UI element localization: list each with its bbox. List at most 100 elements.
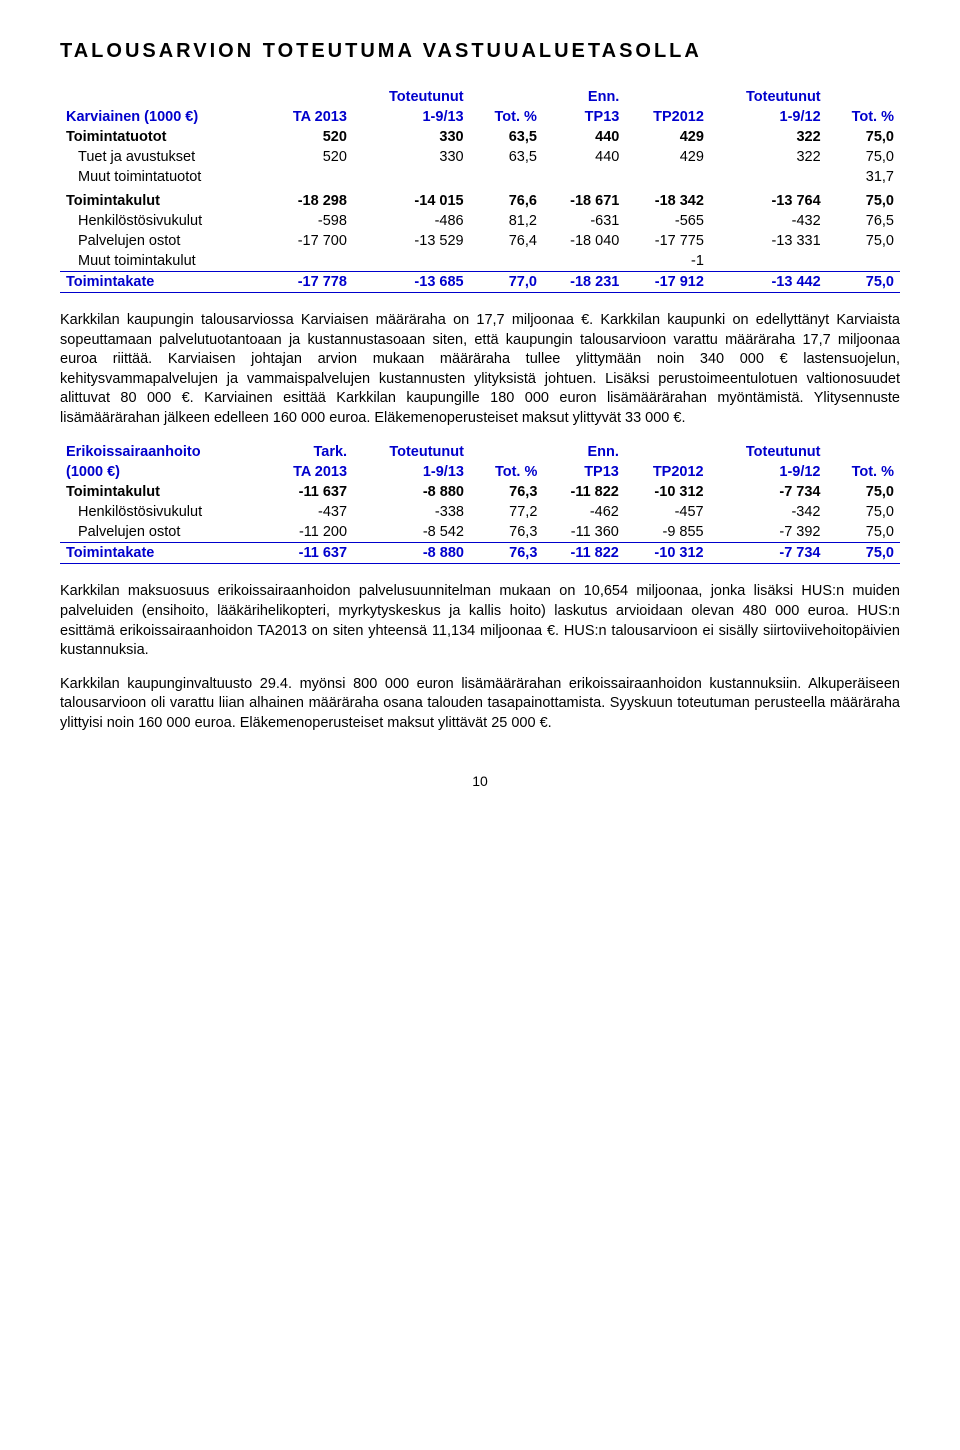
cell: 440 xyxy=(543,147,625,167)
col-header: TP13 xyxy=(543,462,624,482)
row-label: Henkilöstösivukulut xyxy=(60,502,264,522)
cell xyxy=(710,251,827,272)
cell: -11 637 xyxy=(264,482,353,502)
cell: -11 360 xyxy=(543,522,624,543)
row-label: Muut toimintatuotot xyxy=(60,167,264,187)
col-header: Tot. % xyxy=(470,107,543,127)
cell: 75,0 xyxy=(827,522,901,543)
cell xyxy=(710,167,827,187)
sum-cell: 77,0 xyxy=(470,272,543,293)
cell: 330 xyxy=(353,127,470,147)
cell: -18 342 xyxy=(625,191,710,211)
col-header: Toteutunut xyxy=(353,442,470,462)
table-row: Palvelujen ostot-17 700-13 52976,4-18 04… xyxy=(60,231,900,251)
cell: 77,2 xyxy=(470,502,543,522)
page-title: TALOUSARVION TOTEUTUMA VASTUUALUETASOLLA xyxy=(60,40,900,63)
col-header: Toteutunut xyxy=(353,87,470,107)
cell: -457 xyxy=(625,502,710,522)
cell: -17 775 xyxy=(625,231,710,251)
table-row: Palvelujen ostot-11 200-8 54276,3-11 360… xyxy=(60,522,900,543)
cell: -8 542 xyxy=(353,522,470,543)
cell: 330 xyxy=(353,147,470,167)
cell: -13 529 xyxy=(353,231,470,251)
cell: 429 xyxy=(625,147,710,167)
paragraph-1: Karkkilan kaupungin talousarviossa Karvi… xyxy=(60,311,900,428)
table-row: Toimintakulut-11 637-8 88076,3-11 822-10… xyxy=(60,482,900,502)
col-header: Erikoissairaanhoito xyxy=(60,442,264,462)
sum-cell: -13 685 xyxy=(353,272,470,293)
cell: -462 xyxy=(543,502,624,522)
col-header: TP2012 xyxy=(625,107,710,127)
cell: -9 855 xyxy=(625,522,710,543)
cell xyxy=(264,251,353,272)
col-header: TA 2013 xyxy=(264,462,353,482)
sum-cell: -17 912 xyxy=(625,272,710,293)
sum-label: Toimintakate xyxy=(60,543,264,564)
col-header: TP13 xyxy=(543,107,625,127)
sum-cell: 75,0 xyxy=(827,543,901,564)
cell: 76,4 xyxy=(470,231,543,251)
cell: 520 xyxy=(264,147,353,167)
table-row: Muut toimintatuotot 31,7 xyxy=(60,167,900,187)
cell: -18 298 xyxy=(264,191,353,211)
table-row: Henkilöstösivukulut-437-33877,2-462-457-… xyxy=(60,502,900,522)
col-header: Karviainen (1000 €) xyxy=(60,107,264,127)
col-header xyxy=(264,87,353,107)
sum-cell: -18 231 xyxy=(543,272,625,293)
cell: 75,0 xyxy=(827,147,900,167)
cell: 520 xyxy=(264,127,353,147)
cell: 429 xyxy=(625,127,710,147)
col-header: 1-9/13 xyxy=(353,107,470,127)
cell: -486 xyxy=(353,211,470,231)
cell: -598 xyxy=(264,211,353,231)
col-header: 1-9/12 xyxy=(710,107,827,127)
cell: 63,5 xyxy=(470,147,543,167)
cell: 76,3 xyxy=(470,522,543,543)
cell: 76,5 xyxy=(827,211,900,231)
row-label: Henkilöstösivukulut xyxy=(60,211,264,231)
row-label: Toimintatuotot xyxy=(60,127,264,147)
row-label: Toimintakulut xyxy=(60,191,264,211)
col-header: Tot. % xyxy=(827,462,901,482)
cell: -14 015 xyxy=(353,191,470,211)
sum-label: Toimintakate xyxy=(60,272,264,293)
sum-cell: -7 734 xyxy=(710,543,827,564)
cell xyxy=(470,167,543,187)
table-row: Henkilöstösivukulut-598-48681,2-631-565-… xyxy=(60,211,900,231)
cell: 440 xyxy=(543,127,625,147)
cell: -17 700 xyxy=(264,231,353,251)
cell: -10 312 xyxy=(625,482,710,502)
col-header xyxy=(470,87,543,107)
col-header xyxy=(60,87,264,107)
col-header: Enn. xyxy=(543,87,625,107)
col-header: TP2012 xyxy=(625,462,710,482)
table-erikoissairaanhoito: ErikoissairaanhoitoTark.ToteutunutEnn.To… xyxy=(60,442,900,564)
col-header xyxy=(625,442,710,462)
sum-cell: 76,3 xyxy=(470,543,543,564)
cell: -11 822 xyxy=(543,482,624,502)
col-header xyxy=(470,442,543,462)
cell: -1 xyxy=(625,251,710,272)
sum-cell: 75,0 xyxy=(827,272,900,293)
cell: -7 734 xyxy=(710,482,827,502)
cell: 76,3 xyxy=(470,482,543,502)
cell: -437 xyxy=(264,502,353,522)
cell xyxy=(470,251,543,272)
cell: 31,7 xyxy=(827,167,900,187)
col-header: Tark. xyxy=(264,442,353,462)
cell: -631 xyxy=(543,211,625,231)
col-header: (1000 €) xyxy=(60,462,264,482)
cell: 322 xyxy=(710,147,827,167)
sum-cell: -10 312 xyxy=(625,543,710,564)
cell: 322 xyxy=(710,127,827,147)
cell: -342 xyxy=(710,502,827,522)
cell: -18 040 xyxy=(543,231,625,251)
paragraph-3: Karkkilan kaupunginvaltuusto 29.4. myöns… xyxy=(60,675,900,734)
cell: 75,0 xyxy=(827,502,901,522)
col-header xyxy=(827,87,900,107)
cell: -18 671 xyxy=(543,191,625,211)
cell: -11 200 xyxy=(264,522,353,543)
table-row: Toimintakulut-18 298-14 01576,6-18 671-1… xyxy=(60,191,900,211)
cell: 75,0 xyxy=(827,127,900,147)
cell xyxy=(625,167,710,187)
